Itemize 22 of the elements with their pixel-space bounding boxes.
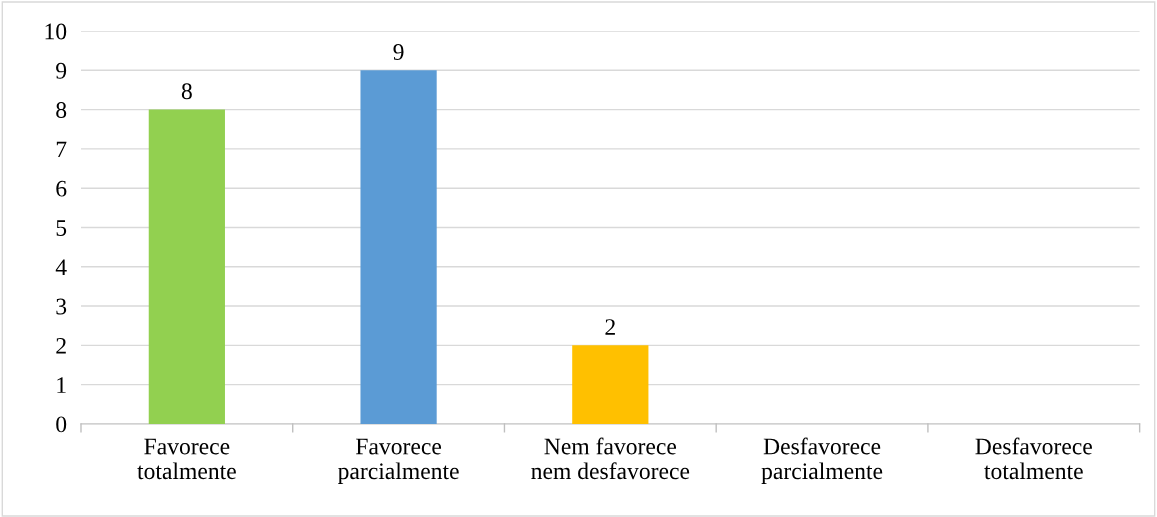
x-tick-label: Favorece parcialmente xyxy=(338,438,459,484)
data-label: 9 xyxy=(393,44,404,60)
y-tick-label: 10 xyxy=(45,23,67,40)
y-tick-label: 2 xyxy=(56,337,66,354)
y-tick-label: 6 xyxy=(56,180,67,197)
y-tick-label: 4 xyxy=(55,259,67,275)
x-tick-label: Desfavorece totalmente xyxy=(975,437,1092,480)
data-label: 2 xyxy=(605,319,615,335)
bar xyxy=(148,109,225,424)
bar xyxy=(572,345,649,424)
y-tick-label: 0 xyxy=(56,416,67,433)
y-tick-label: 1 xyxy=(57,377,66,393)
y-tick-label: 9 xyxy=(56,62,67,79)
bar xyxy=(360,70,437,424)
x-tick-label: Favorece totalmente xyxy=(137,438,236,480)
data-label: 8 xyxy=(181,83,192,100)
x-tick-label: Nem favorece nem desfavorece xyxy=(531,437,690,480)
y-tick-label: 5 xyxy=(56,220,67,236)
y-tick-label: 7 xyxy=(56,141,67,158)
x-tick-label: Desfavorece parcialmente xyxy=(761,437,883,484)
y-tick-label: 8 xyxy=(56,102,67,119)
y-tick-label: 3 xyxy=(56,298,67,315)
